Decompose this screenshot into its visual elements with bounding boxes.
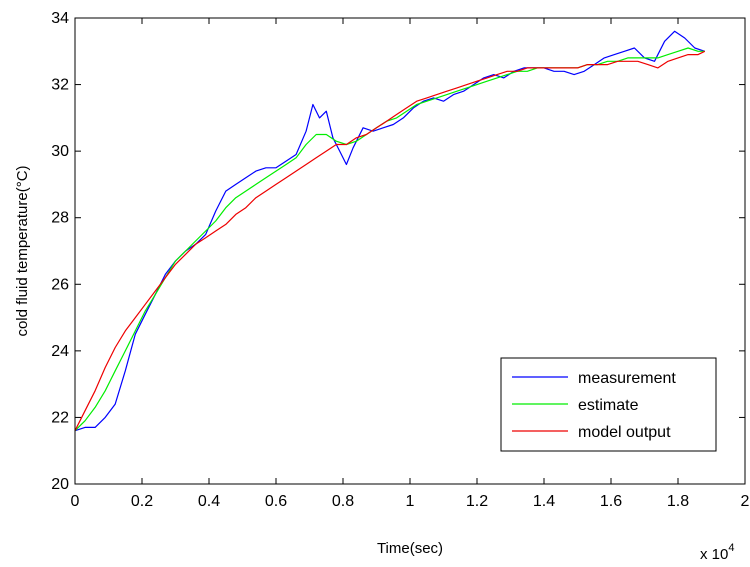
legend-label: model output: [578, 424, 671, 441]
x-tick-label: 1: [406, 493, 415, 510]
x-tick-label: 1.2: [466, 493, 488, 510]
x-tick-label: 0.8: [332, 493, 354, 510]
legend-label: measurement: [578, 370, 676, 387]
series-line-estimate: [74, 47, 705, 432]
x-axis-multiplier: x 104: [700, 542, 734, 563]
plot-frame: [74, 17, 746, 485]
x-tick-label: 2: [741, 493, 750, 510]
y-tick-label: 22: [51, 409, 69, 426]
x-tick-label: 1.8: [667, 493, 689, 510]
legend: measurement estimate model output: [500, 357, 717, 452]
legend-label: estimate: [578, 397, 639, 414]
x-tick-label: 0.4: [198, 493, 220, 510]
y-tick-label: 34: [51, 10, 69, 27]
x-axis-multiplier-exponent: 4: [728, 542, 734, 554]
y-tick-label: 32: [51, 77, 69, 94]
x-tick-label: 0: [71, 493, 80, 510]
x-axis-label: Time(sec): [377, 540, 443, 557]
series-layer: [74, 30, 706, 432]
y-tick-label: 24: [51, 343, 69, 360]
y-tick-label: 26: [51, 276, 69, 293]
x-tick-label: 1.4: [533, 493, 555, 510]
y-axis-label: cold fluid temperature(°C): [14, 165, 31, 336]
x-tick-label: 1.6: [600, 493, 622, 510]
x-tick-label: 0.2: [131, 493, 153, 510]
series-line-model-output: [74, 50, 706, 431]
y-tick-label: 30: [51, 143, 69, 160]
x-tick-label: 0.6: [265, 493, 287, 510]
axes-layer: 0 0.2 0.4 0.6 0.8 1 1.2 1.4 1.6 1.8 2 20 22 24 26 28 30 3…: [51, 10, 749, 510]
y-tick-label: 28: [51, 210, 69, 227]
y-tick-label: 20: [51, 476, 69, 493]
legend-items: measurement estimate model output: [512, 370, 676, 441]
